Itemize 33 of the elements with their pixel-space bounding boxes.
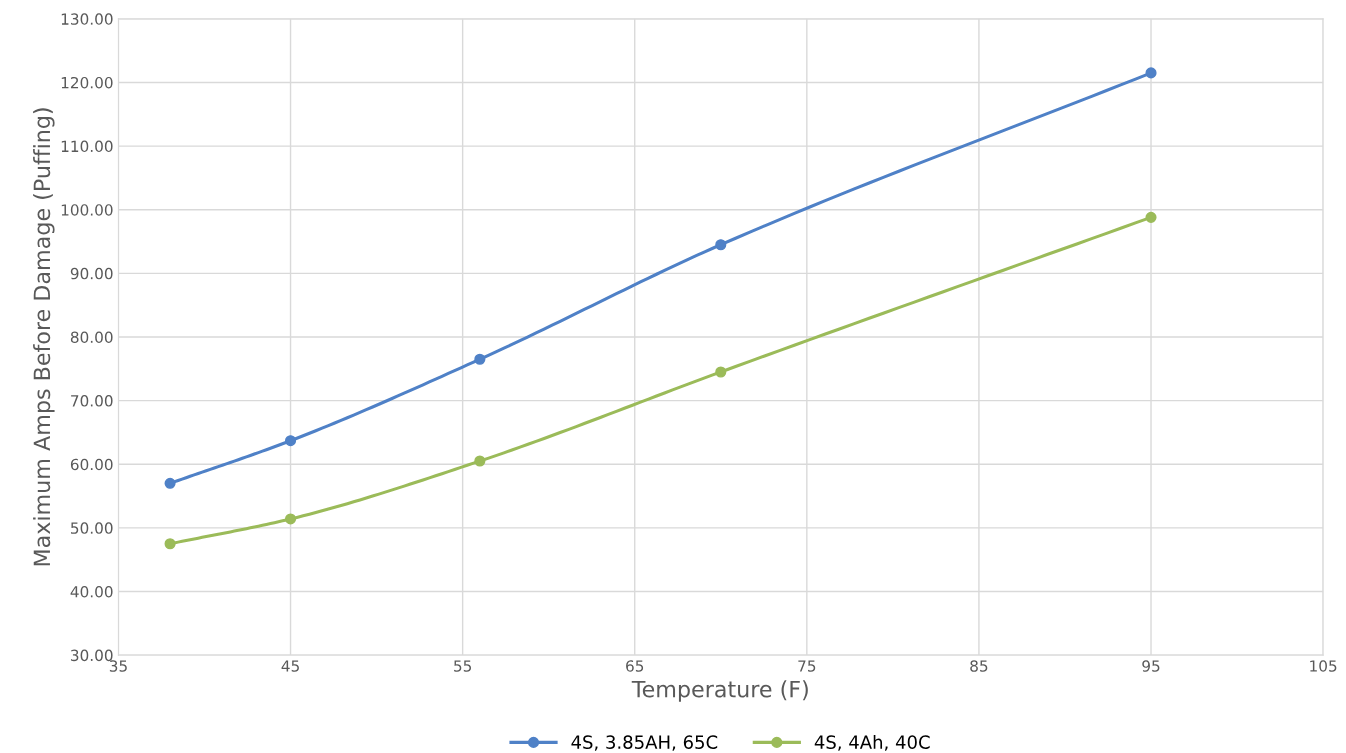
point [164, 477, 176, 489]
point [474, 455, 486, 467]
x-tick-label: 85 [970, 660, 988, 672]
point [164, 538, 176, 550]
point [1145, 211, 1157, 223]
y-tick-label: 30.00 [71, 649, 113, 662]
point [474, 353, 486, 365]
point [1145, 67, 1157, 79]
legend-label: 4S, 4Ah, 40C [814, 734, 930, 751]
y-tick-label: 90.00 [70, 267, 113, 280]
y-tick-label: 60.00 [70, 458, 113, 471]
point [284, 435, 297, 447]
point [715, 366, 727, 378]
y-tick-label: 120.00 [61, 76, 113, 89]
y-tick-label: 130.00 [61, 13, 113, 25]
y-tick-label: 70.00 [71, 395, 113, 407]
y-axis-title: Maximum Amps Before Damage (Puffing) [33, 108, 55, 566]
x-tick-label: 55 [454, 660, 472, 672]
x-tick-label: 45 [281, 660, 299, 672]
x-tick-label: 65 [626, 660, 644, 672]
x-tick-label: 75 [798, 660, 816, 672]
y-tick-label: 80.00 [70, 331, 113, 343]
x-axis-title: Temperature (F) [631, 680, 808, 702]
y-tick-label: 110.00 [61, 140, 113, 153]
legend-label: 4S, 3.85AH, 65C [571, 735, 718, 751]
y-tick-label: 40.00 [70, 585, 113, 598]
x-tick-label: 35 [109, 660, 127, 672]
point [715, 239, 727, 251]
x-tick-label: 95 [1142, 660, 1160, 672]
y-tick-label: 50.00 [71, 522, 113, 534]
y-tick-label: 100.00 [61, 204, 113, 216]
x-tick-label: 105 [1310, 660, 1337, 672]
point [284, 513, 297, 525]
